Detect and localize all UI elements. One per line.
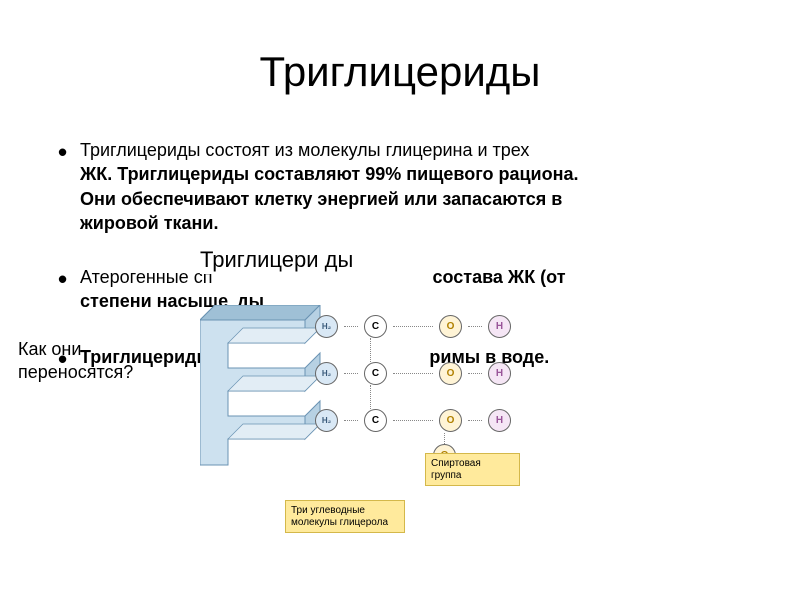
- atom-o: O: [439, 362, 462, 385]
- q-l2: переносятся?: [18, 362, 133, 382]
- atom-h: H: [488, 409, 511, 432]
- page-title: Триглицериды: [0, 48, 800, 96]
- alcohol-group-label: Спиртовая группа: [425, 453, 520, 486]
- atom-h2: H₂: [315, 315, 338, 338]
- atom-c: C: [364, 362, 387, 385]
- bullet-dot: •: [58, 135, 67, 170]
- atom-row-3: H₂ C O H: [315, 409, 511, 432]
- atom-row-1: H₂ C O H: [315, 315, 511, 338]
- atom-h: H: [488, 362, 511, 385]
- triglyceride-diagram: Триглицери ды H₂ C O H H₂ C: [200, 245, 600, 535]
- bond-line: [370, 385, 371, 409]
- atom-h2: H₂: [315, 409, 338, 432]
- b1-l4: жировой ткани.: [80, 213, 218, 233]
- comb-shape: [200, 305, 330, 475]
- b1-l2: ЖК. Триглицериды составляют 99% пищевого…: [80, 164, 578, 184]
- q-l1: Как они: [18, 339, 81, 359]
- b1-l1: Триглицериды состоят из молекулы глицери…: [80, 140, 529, 160]
- atom-c: C: [364, 409, 387, 432]
- b1-l3: Они обеспечивают клетку энергией или зап…: [80, 189, 562, 209]
- bullet-dot: •: [58, 262, 67, 297]
- diagram-title: Триглицери ды: [200, 245, 365, 274]
- atom-c: C: [364, 315, 387, 338]
- b2-a: Атерогенные сп: [80, 267, 212, 287]
- carb-molecules-label: Три углеводные молекулы глицерола: [285, 500, 405, 533]
- atom-h: H: [488, 315, 511, 338]
- atom-o: O: [439, 315, 462, 338]
- bullet-1: • Триглицериды состоят из молекулы глице…: [80, 138, 720, 235]
- atom-o: O: [439, 409, 462, 432]
- atom-h2: H₂: [315, 362, 338, 385]
- question-text: Как они переносятся?: [18, 338, 133, 385]
- atom-row-2: H₂ C O H: [315, 362, 511, 385]
- bond-line: [370, 338, 371, 362]
